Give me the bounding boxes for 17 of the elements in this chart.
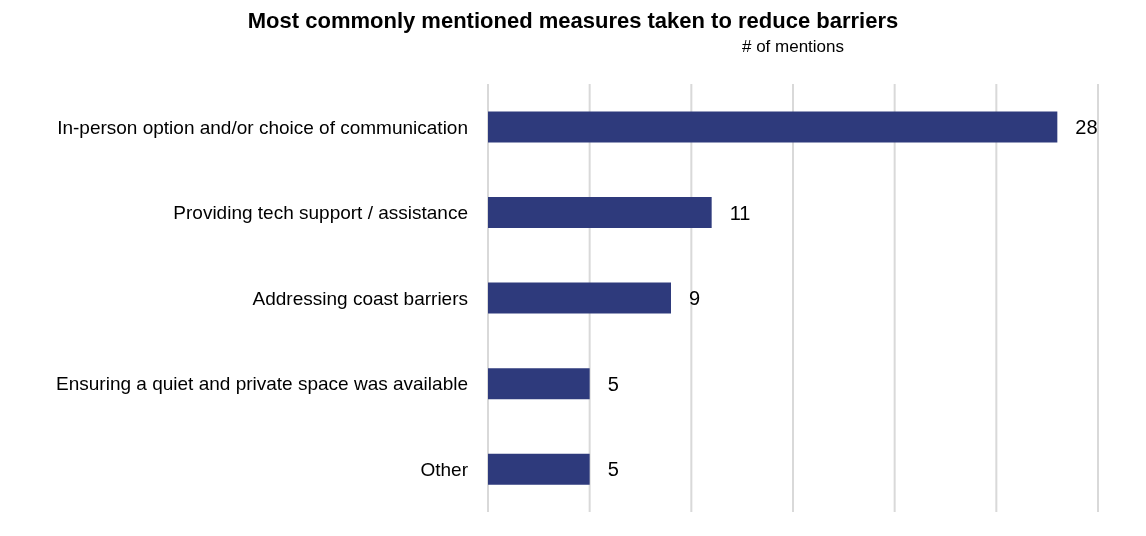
y-tick-label: Ensuring a quiet and private space was available [56, 373, 468, 395]
chart-title: Most commonly mentioned measures taken to reduce barriers [246, 8, 900, 34]
bar [488, 282, 671, 314]
y-tick-label: In-person option and/or choice of communication [57, 116, 468, 138]
data-label: 5 [607, 372, 619, 395]
bar [488, 453, 590, 485]
data-label: 28 [1075, 115, 1098, 138]
data-label: 11 [729, 201, 751, 224]
data-label: 9 [689, 287, 701, 310]
x-axis-title: # of mentions [741, 37, 845, 57]
y-tick-label: Addressing coast barriers [252, 287, 468, 309]
data-label: 5 [607, 458, 619, 481]
bar [488, 368, 590, 400]
bar [488, 111, 1058, 143]
y-tick-label: Other [420, 458, 469, 480]
bar [488, 196, 712, 228]
y-tick-label: Providing tech support / assistance [173, 202, 468, 224]
